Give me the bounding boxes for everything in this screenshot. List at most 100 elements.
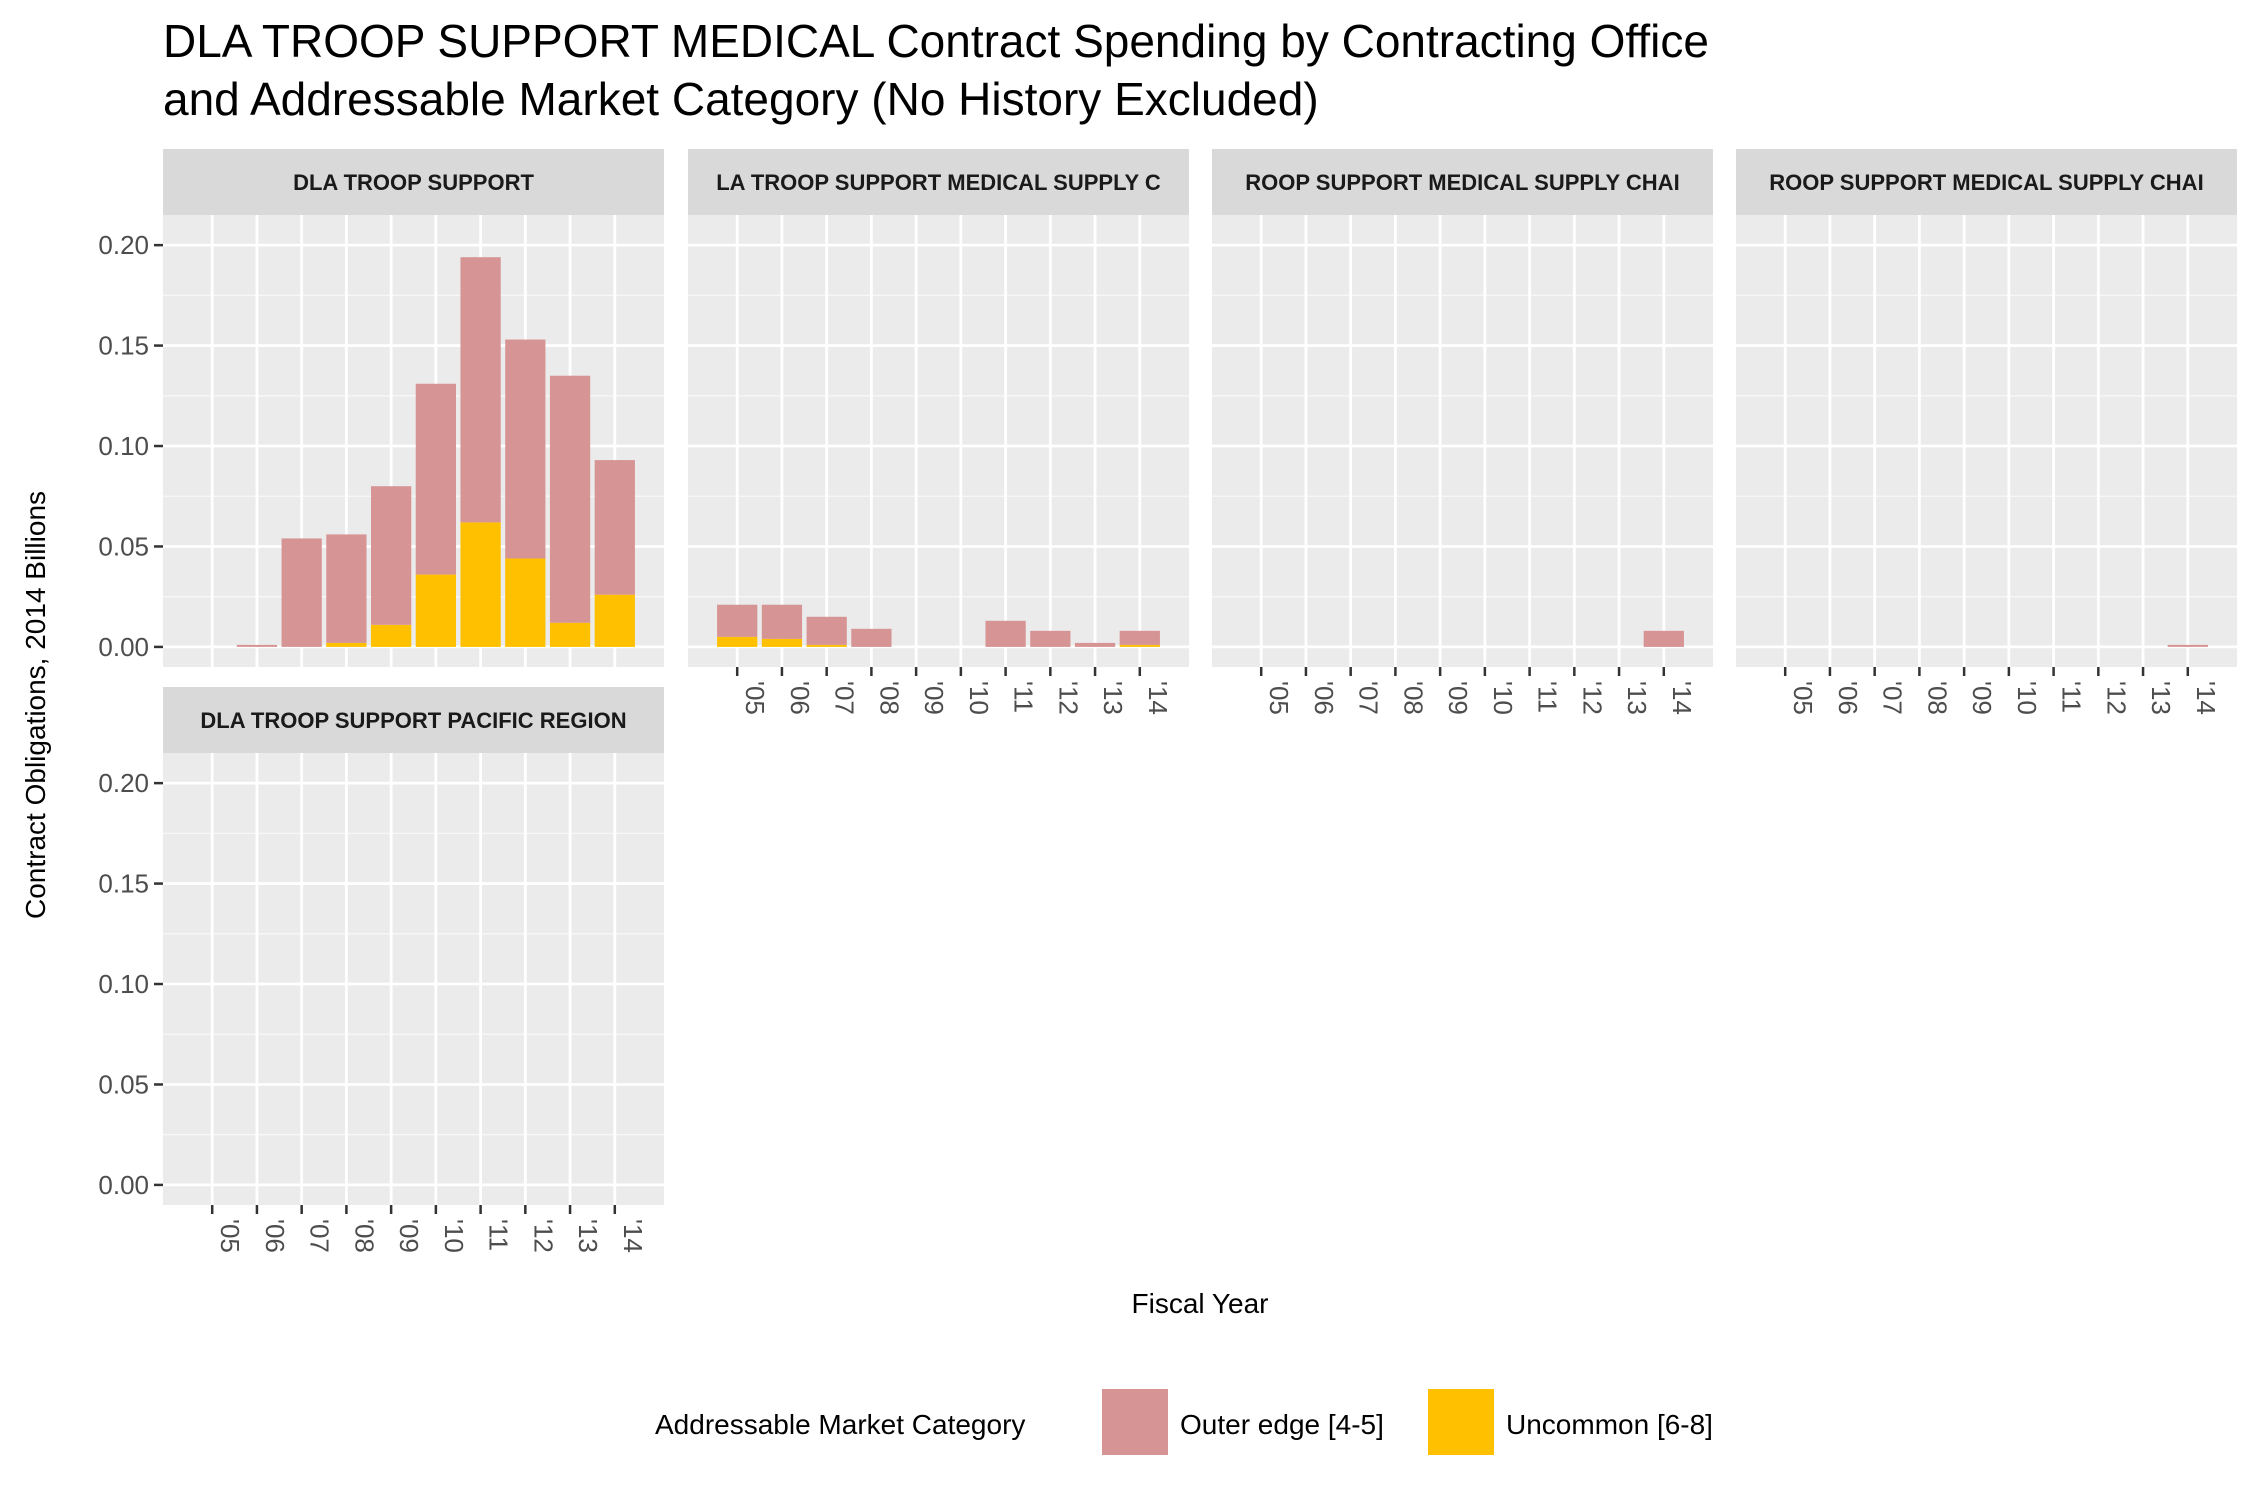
facet-strip-label: ROOP SUPPORT MEDICAL SUPPLY CHAI [1245,170,1679,195]
x-tick-label: '09 [919,681,949,715]
x-tick-label: '06 [1309,681,1339,715]
panel-background [688,215,1189,667]
x-tick-label: '13 [1622,681,1652,715]
bar-outer-edge [761,604,803,639]
x-tick-label: '14 [2191,681,2221,715]
y-tick-label: 0.00 [98,632,149,662]
bar-outer-edge [236,644,278,647]
x-tick-label: '10 [2012,681,2042,715]
x-tick-label: '07 [1354,681,1384,715]
bar-outer-edge [281,538,322,647]
bar-uncommon [717,636,758,647]
x-tick-label: '07 [830,681,860,715]
bar-outer-edge [326,534,367,643]
facet-strip-label: DLA TROOP SUPPORT [293,170,534,195]
x-tick-label: '08 [349,1219,379,1253]
y-tick-label: 0.10 [98,431,149,461]
chart-title-line-1: DLA TROOP SUPPORT MEDICAL Contract Spend… [163,15,1709,67]
x-tick-label: '08 [1922,681,1952,715]
bar-uncommon [505,558,546,647]
x-tick-label: '06 [1833,681,1863,715]
bar-outer-edge [2167,644,2208,647]
x-tick-label: '11 [1009,681,1039,713]
facet-strip [688,149,1189,215]
y-tick-label: 0.20 [98,230,149,260]
chart-title-line-2: and Addressable Market Category (No Hist… [163,73,1319,125]
legend-title: Addressable Market Category [655,1409,1025,1440]
y-tick-label: 0.00 [98,1170,149,1200]
x-tick-label: '14 [1143,681,1173,715]
x-tick-label: '09 [1443,681,1473,715]
facet-panel: DLA TROOP SUPPORT 0.00 0.05 0.10 0.15 0.20 [98,149,664,667]
x-tick-label: '05 [1788,681,1818,715]
legend-label: Uncommon [6-8] [1506,1409,1713,1440]
x-tick-label: '10 [964,681,994,715]
bar-outer-edge [1030,630,1071,647]
facet-strip [1212,149,1713,215]
bar-uncommon [326,642,367,647]
panel-background [163,753,664,1205]
legend: Addressable Market Category Outer edge [… [655,1389,1713,1455]
x-tick-label: '14 [618,1219,648,1253]
bar-outer-edge [1119,630,1160,645]
legend-label: Outer edge [4-5] [1180,1409,1384,1440]
bar-outer-edge [1643,630,1684,647]
facet-strip [1736,149,2237,215]
bar-uncommon [460,522,501,647]
bar-outer-edge [1074,642,1116,647]
x-tick-label: '12 [528,1219,558,1253]
x-tick-label: '06 [260,1219,290,1253]
x-tick-label: '07 [305,1219,335,1253]
bar-uncommon [806,644,847,647]
bar-outer-edge [717,604,758,637]
facet-strip-label: LA TROOP SUPPORT MEDICAL SUPPLY C [716,170,1161,195]
bar-outer-edge [806,616,847,645]
panel-background [1736,215,2237,667]
facet-strip-label: ROOP SUPPORT MEDICAL SUPPLY CHAI [1769,170,2203,195]
bar-outer-edge [505,339,546,559]
x-tick-label: '05 [1264,681,1294,715]
x-tick-label: '12 [1577,681,1607,715]
x-tick-label: '12 [2101,681,2131,715]
x-tick-label: '08 [874,681,904,715]
x-tick-label: '10 [439,1219,469,1253]
x-tick-label: '13 [573,1219,603,1253]
panel-background [1212,215,1713,667]
bar-uncommon [415,574,456,647]
facet-panel: DLA TROOP SUPPORT PACIFIC REGION 0.00 0.05… [98,687,664,1253]
x-tick-label: '14 [1667,681,1697,715]
x-tick-label: '08 [1398,681,1428,715]
y-tick-label: 0.15 [98,869,149,899]
x-tick-label: '12 [1053,681,1083,715]
facet-strip [163,687,664,753]
legend-key [1102,1389,1168,1455]
legend-key [1428,1389,1494,1455]
bar-outer-edge [985,620,1026,647]
x-axis-title: Fiscal Year [1132,1288,1269,1319]
x-tick-label: '13 [1098,681,1128,715]
y-tick-label: 0.05 [98,1069,149,1099]
facet-panel: LA TROOP SUPPORT MEDICAL SUPPLY C '05 '06 '… [688,149,1189,715]
panels-layer: DLA TROOP SUPPORT 0.00 0.05 0.10 0.15 0.20 LA … [98,149,2237,1253]
x-tick-label: '11 [484,1219,514,1251]
facet-panel: ROOP SUPPORT MEDICAL SUPPLY CHAI '05 '06 '0… [1736,149,2237,715]
bar-outer-edge [549,375,591,623]
x-tick-label: '09 [1967,681,1997,715]
bar-outer-edge [460,257,501,523]
x-tick-label: '05 [740,681,770,715]
bar-uncommon [1119,644,1160,647]
x-tick-label: '09 [394,1219,424,1253]
bar-outer-edge [851,628,892,647]
bar-uncommon [549,622,591,647]
x-tick-label: '11 [1533,681,1563,713]
y-axis-title: Contract Obligations, 2014 Billions [20,491,51,919]
y-tick-label: 0.15 [98,331,149,361]
x-tick-label: '06 [785,681,815,715]
x-tick-label: '10 [1488,681,1518,715]
y-tick-label: 0.05 [98,531,149,561]
bar-outer-edge [594,460,635,595]
facet-strip-label: DLA TROOP SUPPORT PACIFIC REGION [200,708,626,733]
bar-uncommon [371,624,412,647]
bar-uncommon [594,594,635,647]
